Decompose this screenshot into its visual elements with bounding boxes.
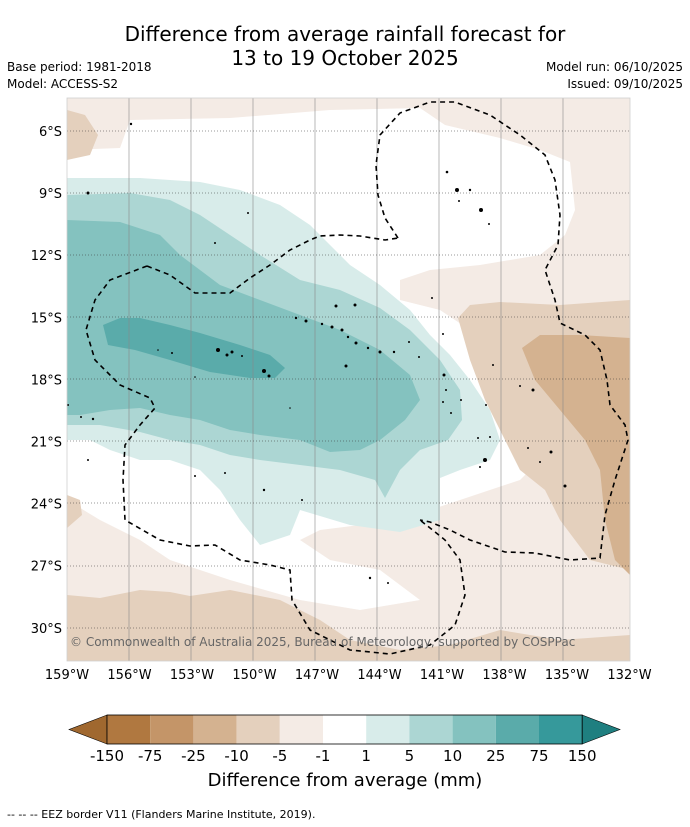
model-name: Model: ACCESS-S2 <box>7 77 119 91</box>
meta-right: Model run: 06/10/2025 Issued: 09/10/2025 <box>546 59 683 93</box>
dry-patch-northwest <box>67 110 98 160</box>
colorbar-segment <box>193 715 237 744</box>
issued-date: Issued: 09/10/2025 <box>567 77 683 91</box>
colorbar-tick-label: 10 <box>443 747 462 765</box>
lon-label: 147°W <box>295 668 339 683</box>
colorbar-segment <box>495 715 539 744</box>
lon-label: 135°W <box>545 668 589 683</box>
colorbar-tick-label: 150 <box>568 747 597 765</box>
colorbar-tick-label: -150 <box>90 747 124 765</box>
eez-border-note: -- -- -- EEZ border V11 (Flanders Marine… <box>7 808 316 821</box>
colorbar-tick-label: -5 <box>272 747 287 765</box>
colorbar-segment <box>366 715 410 744</box>
dry-zone-east-core <box>522 335 630 575</box>
colorbar-segment <box>107 715 151 744</box>
latitude-labels: 6°S 9°S 12°S 15°S 18°S 21°S 24°S 27°S 30°S <box>31 125 62 637</box>
colorbar-segment <box>279 715 323 744</box>
colorbar-label: Difference from average (mm) <box>207 770 483 791</box>
colorbar <box>68 714 621 745</box>
lon-label: 150°W <box>232 668 276 683</box>
colorbar-segment <box>323 715 367 744</box>
lat-label: 24°S <box>31 498 62 513</box>
colorbar-ticks: -150 -75 -25 -10 -5 -1 1 5 10 25 75 150 <box>90 747 597 765</box>
meta-left: Base period: 1981-2018 Model: ACCESS-S2 <box>7 59 152 93</box>
colorbar-tick-label: -1 <box>316 747 331 765</box>
colorbar-segment <box>236 715 280 744</box>
colorbar-tick-label: -10 <box>224 747 249 765</box>
lon-label: 132°W <box>607 668 651 683</box>
lon-label: 144°W <box>357 668 401 683</box>
wet-zone-10-25mm <box>67 220 420 452</box>
wet-zone-25-75mm <box>103 318 285 378</box>
map-title: Difference from average rainfall forecas… <box>0 22 690 70</box>
colorbar-tick-label: -25 <box>181 747 206 765</box>
longitude-labels: 159°W 156°W 153°W 150°W 147°W 144°W 141°W 138°W… <box>45 668 652 683</box>
base-period: Base period: 1981-2018 <box>7 60 152 74</box>
lat-label: 12°S <box>31 249 62 264</box>
colorbar-tick-label: 75 <box>529 747 548 765</box>
colorbar-extend-low <box>68 714 108 745</box>
colorbar-segment <box>409 715 453 744</box>
lon-label: 141°W <box>420 668 464 683</box>
lat-label: 6°S <box>39 125 62 140</box>
colorbar-segment <box>539 715 583 744</box>
lat-label: 15°S <box>31 311 62 326</box>
lon-label: 153°W <box>170 668 214 683</box>
contour-fields <box>67 98 630 661</box>
model-run: Model run: 06/10/2025 <box>545 60 683 74</box>
lon-label: 138°W <box>482 668 526 683</box>
lat-label: 9°S <box>39 187 62 202</box>
lon-label: 159°W <box>45 668 89 683</box>
lat-label: 18°S <box>31 373 62 388</box>
colorbar-extend-high <box>581 714 621 745</box>
colorbar-tick-label: 25 <box>486 747 505 765</box>
gridlines <box>128 98 564 661</box>
lat-label: 30°S <box>31 622 62 637</box>
islands <box>67 122 567 584</box>
colorbar-tick-label: 1 <box>361 747 371 765</box>
title-line-2: 13 to 19 October 2025 <box>231 46 459 70</box>
copyright-notice: © Commonwealth of Australia 2025, Bureau… <box>70 635 575 649</box>
colorbar-tick-label: 5 <box>405 747 415 765</box>
colorbar-tick-label: -75 <box>138 747 163 765</box>
colorbar-segment <box>452 715 496 744</box>
lat-label: 27°S <box>31 560 62 575</box>
dry-patch-southwest <box>67 590 630 661</box>
lat-gridlines <box>67 130 630 629</box>
lon-label: 156°W <box>107 668 151 683</box>
title-line-1: Difference from average rainfall forecas… <box>124 22 566 46</box>
lat-label: 21°S <box>31 436 62 451</box>
colorbar-segment <box>150 715 194 744</box>
colorbar-frame <box>106 714 583 745</box>
plot-frame <box>66 97 631 662</box>
eez-borders <box>85 101 629 655</box>
